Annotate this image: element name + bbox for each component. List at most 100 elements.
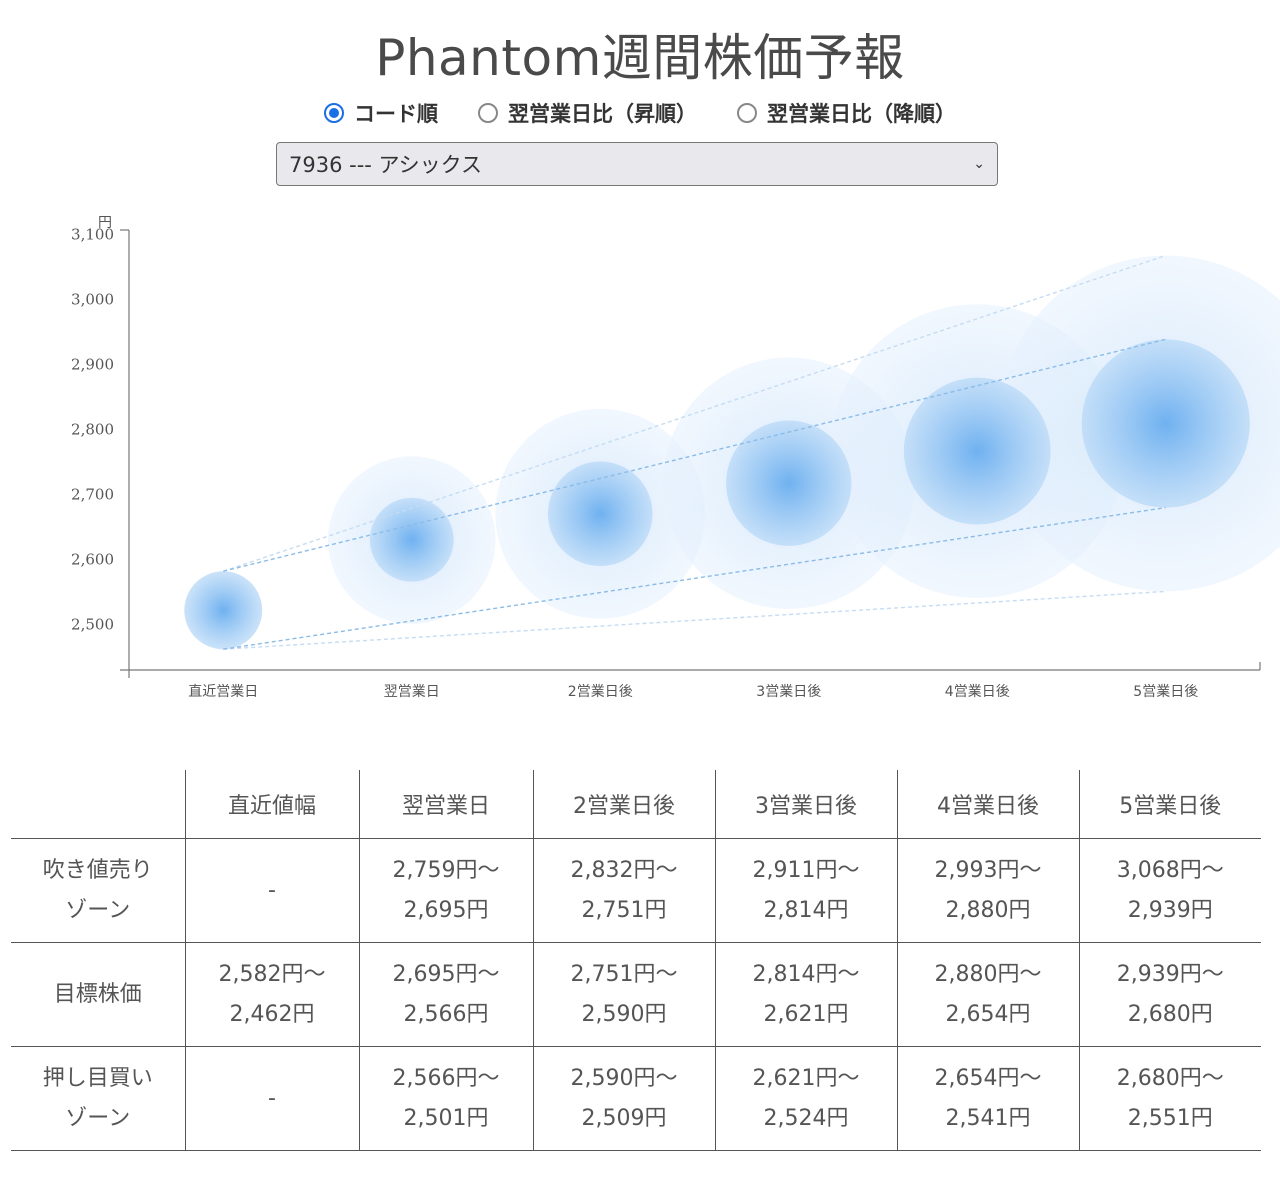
page-title: Phantom週間株価予報 — [375, 29, 905, 87]
y-tick-label: 2,800 — [71, 421, 114, 439]
sort-option-label: コード順 — [354, 102, 438, 126]
table-cell: 2,680円～ 2,551円 — [1078, 1046, 1261, 1151]
target-low-line — [223, 506, 1166, 650]
table-cell: 2,621円～ 2,524円 — [714, 1046, 898, 1151]
table-header-row: 直近値幅 翌営業日 2営業日後 3営業日後 4営業日後 5営業日後 — [11, 770, 1261, 839]
cell-line: 2,566円 — [403, 1001, 489, 1027]
cell-line: 2,695円～ — [392, 961, 500, 987]
table-cell: 3,068円～ 2,939円 — [1078, 838, 1261, 943]
stock-select[interactable]: 7936 --- アシックス ⌄ — [276, 142, 998, 186]
sort-option-next-day-asc[interactable]: 翌営業日比（昇順） — [478, 98, 697, 128]
cell-line: 2,590円 — [581, 1001, 667, 1027]
sort-options: コード順 翌営業日比（昇順） 翌営業日比（降順） — [0, 98, 1280, 128]
table-cell: 2,751円～ 2,590円 — [532, 942, 716, 1047]
radio-checked-icon[interactable] — [324, 103, 344, 123]
y-tick-label: 3,000 — [71, 291, 114, 309]
cell-line: 2,680円 — [1127, 1001, 1213, 1027]
table-cell: 2,582円～ 2,462円 — [184, 942, 360, 1047]
table-cell: 2,814円～ 2,621円 — [714, 942, 898, 1047]
target-zone-bubble — [369, 497, 454, 582]
target-zone-bubble — [903, 377, 1051, 525]
cell-line: 2,759円～ — [392, 857, 500, 883]
target-zone-bubble — [547, 461, 653, 567]
cell-line: 2,695円 — [403, 897, 489, 923]
cell-line: 2,751円 — [581, 897, 667, 923]
target-zone-bubble — [1081, 339, 1250, 508]
outer-high-line — [223, 254, 1166, 572]
x-tick-label: 4営業日後 — [945, 684, 1010, 700]
cell-line: 2,880円～ — [934, 961, 1042, 987]
cell-line: 2,993円～ — [934, 857, 1042, 883]
table-header: 直近値幅 — [184, 770, 360, 839]
table-cell: 2,993円～ 2,880円 — [896, 838, 1080, 943]
cell-line: 2,621円 — [763, 1001, 849, 1027]
cell-line: 2,939円 — [1127, 897, 1213, 923]
table-header: 4営業日後 — [896, 770, 1080, 839]
cell-line: 2,566円～ — [392, 1065, 500, 1091]
forecast-table: 直近値幅 翌営業日 2営業日後 3営業日後 4営業日後 5営業日後 吹き値売りゾ… — [11, 770, 1261, 1151]
table-cell: 2,939円～ 2,680円 — [1078, 942, 1261, 1047]
cell-line: 2,939円～ — [1116, 961, 1224, 987]
table-cell: 2,590円～ 2,509円 — [532, 1046, 716, 1151]
cell-line: 2,814円～ — [752, 961, 860, 987]
table-header: 翌営業日 — [358, 770, 534, 839]
cell-line: - — [268, 1085, 276, 1111]
table-cell: 2,566円～ 2,501円 — [358, 1046, 534, 1151]
table-cell: 2,759円～ 2,695円 — [358, 838, 534, 943]
cell-line: 2,832円～ — [570, 857, 678, 883]
target-high-line — [223, 338, 1166, 572]
cell-line: 2,654円～ — [934, 1065, 1042, 1091]
sort-option-next-day-desc[interactable]: 翌営業日比（降順） — [737, 98, 956, 128]
cell-line: 2,590円～ — [570, 1065, 678, 1091]
chevron-down-icon: ⌄ — [973, 156, 985, 172]
sort-option-code[interactable]: コード順 — [324, 98, 438, 128]
outer-low-line — [223, 590, 1166, 650]
y-tick-label: 2,700 — [71, 486, 114, 504]
row-label: 目標株価 — [11, 942, 186, 1047]
sort-option-label: 翌営業日比（降順） — [767, 102, 956, 126]
y-tick-label: 2,900 — [71, 356, 114, 374]
x-tick-label: 5営業日後 — [1133, 684, 1198, 700]
table-header — [11, 770, 186, 839]
table-cell: 2,695円～ 2,566円 — [358, 942, 534, 1047]
cell-line: 2,911円～ — [752, 857, 860, 883]
table-cell: 2,880円～ 2,654円 — [896, 942, 1080, 1047]
cell-line: 2,680円～ — [1116, 1065, 1224, 1091]
cell-line: 2,462円 — [229, 1001, 315, 1027]
cell-line: 2,621円～ — [752, 1065, 860, 1091]
target-zone-bubble — [726, 420, 852, 546]
cell-line: 2,501円 — [403, 1105, 489, 1131]
x-tick-label: 直近営業日 — [188, 683, 258, 700]
cell-line: 2,541円 — [945, 1105, 1031, 1131]
x-tick-label: 3営業日後 — [756, 684, 821, 700]
y-tick-label: 2,600 — [71, 551, 114, 569]
target-zone-bubble — [184, 571, 263, 650]
table-header: 2営業日後 — [532, 770, 716, 839]
forecast-chart: 円 2,500 2,600 2,700 2,800 2,900 3,000 3,100 直近営業… — [71, 215, 1280, 700]
stock-select-value: 7936 --- アシックス — [289, 153, 483, 177]
cell-line: 2,524円 — [763, 1105, 849, 1131]
table-row: 押し目買い ゾーン - 2,566円～ 2,501円 2,590円～ 2,509円 2… — [11, 1046, 1261, 1151]
cell-line: 2,751円～ — [570, 961, 678, 987]
row-label: 押し目買い ゾーン — [11, 1046, 186, 1151]
cell-line: 2,551円 — [1127, 1105, 1213, 1131]
cell-line: 2,814円 — [763, 897, 849, 923]
row-label-line: ゾーン — [65, 1105, 131, 1131]
y-axis-unit: 円 — [98, 215, 112, 231]
table-row: 吹き値売り ゾーン - 2,759円～ 2,695円 2,832円～ 2,751円 2… — [11, 838, 1261, 943]
x-tick-label: 2営業日後 — [568, 684, 633, 700]
radio-unchecked-icon[interactable] — [737, 103, 757, 123]
cell-line: 2,509円 — [581, 1105, 667, 1131]
table-cell: 2,832円～ 2,751円 — [532, 838, 716, 943]
table-cell: 2,654円～ 2,541円 — [896, 1046, 1080, 1151]
table-header: 3営業日後 — [714, 770, 898, 839]
table-row: 目標株価 2,582円～ 2,462円 2,695円～ 2,566円 2,751円～… — [11, 942, 1261, 1047]
x-tick-label: 翌営業日 — [384, 684, 440, 700]
cell-line: 2,654円 — [945, 1001, 1031, 1027]
cell-line: 2,582円～ — [218, 961, 326, 987]
table-cell: - — [184, 1046, 360, 1151]
cell-line: 2,880円 — [945, 897, 1031, 923]
radio-unchecked-icon[interactable] — [478, 103, 498, 123]
row-label-line: 吹き値売り — [42, 857, 153, 883]
y-tick-label: 3,100 — [71, 226, 114, 244]
